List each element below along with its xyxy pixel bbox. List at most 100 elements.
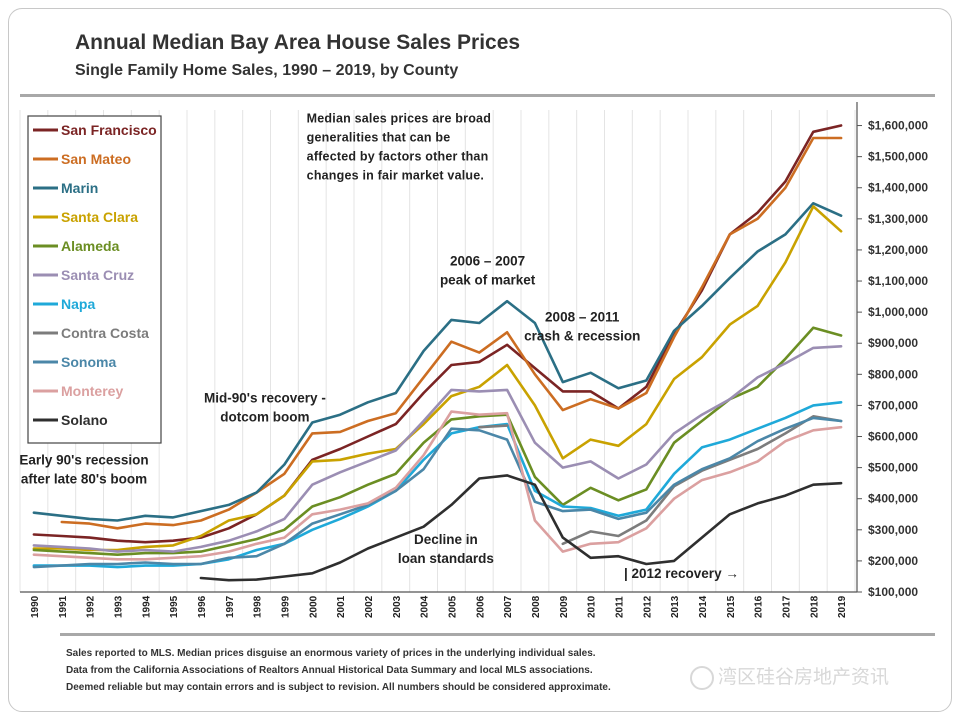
- x-tick-label: 2014: [698, 595, 709, 618]
- y-tick-labels: $100,000 $200,000 $300,000 $400,000 $500,000…: [868, 119, 928, 599]
- y-tick-label: $600,000: [868, 430, 918, 444]
- y-tick-label: $1,500,000: [868, 150, 928, 164]
- annotation-text: Median sales prices are broad: [307, 111, 491, 125]
- footnote-line: Data from the California Associations of…: [66, 665, 593, 676]
- x-tick-label: 2001: [336, 595, 347, 618]
- series-line: [32, 205, 843, 552]
- x-tick-label: 2018: [809, 595, 820, 618]
- y-tick-label: $1,000,000: [868, 305, 928, 319]
- x-tick-label: 2000: [308, 595, 319, 618]
- footnote-line: Deemed reliable but may contain errors a…: [66, 682, 611, 693]
- annotation-text: Early 90's recession: [19, 453, 148, 468]
- annotation-text: Decline in: [414, 532, 478, 547]
- x-tick-label: 2002: [364, 595, 375, 618]
- footnotes: Sales reported to MLS. Median prices dis…: [66, 645, 726, 696]
- legend-label: Santa Cruz: [61, 267, 134, 283]
- x-tick-label: 1996: [197, 595, 208, 618]
- x-tick-label: 1999: [280, 595, 291, 618]
- annotation-text: generalities that can be: [307, 130, 451, 144]
- y-tick-label: $700,000: [868, 398, 918, 412]
- legend-label: San Mateo: [61, 151, 131, 167]
- annotation-text: 2006 – 2007: [450, 253, 525, 268]
- x-tick-label: 2010: [587, 595, 598, 618]
- watermark: 湾区硅谷房地产资讯: [690, 662, 889, 690]
- annotation-text: | 2012 recovery →: [624, 566, 739, 581]
- series-line: [199, 474, 843, 582]
- legend-label: Santa Clara: [61, 209, 138, 225]
- series-line: [32, 416, 843, 569]
- x-tick-label: 2019: [837, 595, 848, 618]
- footnote-line: Sales reported to MLS. Median prices dis…: [66, 648, 596, 659]
- legend-label: Sonoma: [61, 354, 116, 370]
- y-tick-label: $800,000: [868, 367, 918, 381]
- x-tick-label: 1993: [113, 595, 124, 618]
- watermark-text: 湾区硅谷房地产资讯: [718, 667, 890, 688]
- y-tick-label: $1,200,000: [868, 243, 928, 257]
- y-tick-label: $1,600,000: [868, 119, 928, 133]
- legend-label: Monterey: [61, 383, 123, 399]
- top-divider: [20, 94, 935, 97]
- legend-label: Alameda: [61, 238, 120, 254]
- x-tick-label: 2003: [392, 595, 403, 618]
- annotation-text: changes in fair market value.: [307, 168, 484, 182]
- annotation-text: 2008 – 2011: [545, 309, 620, 324]
- x-tick-label: 2006: [475, 595, 486, 618]
- legend-label: San Francisco: [61, 122, 157, 138]
- legend: San Francisco San Mateo Marin Santa Clara Al…: [27, 115, 162, 444]
- series-line: [32, 345, 843, 553]
- series-line: [32, 202, 843, 522]
- x-tick-label: 1994: [141, 595, 152, 618]
- series-line: [478, 415, 843, 546]
- y-tick-label: $900,000: [868, 336, 918, 350]
- x-tick-label: 2013: [670, 595, 681, 618]
- bottom-divider: [60, 633, 935, 636]
- y-tick-label: $100,000: [868, 585, 918, 599]
- x-tick-label: 1990: [30, 595, 41, 618]
- x-tick-label: 2017: [781, 595, 792, 618]
- x-tick-label: 1991: [58, 595, 69, 618]
- annotation-text: Mid-90's recovery -: [204, 390, 326, 405]
- x-tick-label: 2015: [726, 595, 737, 618]
- annotation-text: dotcom boom: [220, 409, 309, 424]
- x-tick-label: 1992: [86, 595, 97, 618]
- y-tick-label: $500,000: [868, 461, 918, 475]
- legend-label: Contra Costa: [61, 325, 149, 341]
- x-tick-label: 1995: [169, 595, 180, 618]
- y-tick-label: $300,000: [868, 523, 918, 537]
- chart-title: Annual Median Bay Area House Sales Price…: [75, 31, 521, 54]
- y-tick-label: $1,300,000: [868, 212, 928, 226]
- legend-box: [27, 115, 162, 444]
- chart-subtitle: Single Family Home Sales, 1990 – 2019, b…: [75, 62, 459, 79]
- x-tick-label: 2007: [503, 595, 514, 618]
- x-tick-label: 2016: [754, 595, 765, 618]
- x-tick-label: 2011: [614, 596, 625, 618]
- y-tick-label: $1,100,000: [868, 274, 928, 288]
- annotation-text: affected by factors other than: [307, 149, 489, 163]
- series-lines: [32, 124, 843, 582]
- y-tick-label: $400,000: [868, 492, 918, 506]
- annotation-text: crash & recession: [524, 328, 640, 343]
- axes: [20, 102, 862, 593]
- wechat-icon: [690, 665, 714, 690]
- x-tick-label: 1997: [225, 595, 236, 618]
- x-tick-labels: 1990 1991 1992 1993 1994 1995 1996 1997 1998 1999…: [30, 595, 848, 618]
- x-tick-label: 1998: [253, 595, 264, 618]
- x-tick-label: 2004: [420, 595, 431, 618]
- annotation-text: loan standards: [398, 551, 494, 566]
- x-tick-label: 2012: [642, 595, 653, 618]
- x-tick-label: 2009: [559, 595, 570, 618]
- legend-label: Marin: [61, 180, 98, 196]
- legend-label: Solano: [61, 412, 108, 428]
- x-tick-label: 2005: [447, 595, 458, 618]
- x-tick-label: 2008: [531, 595, 542, 618]
- legend-label: Napa: [61, 296, 95, 312]
- y-tick-label: $1,400,000: [868, 181, 928, 195]
- series-line: [32, 410, 843, 561]
- annotations: Median sales prices are broad generalitie…: [19, 111, 738, 581]
- annotation-text: peak of market: [440, 272, 536, 287]
- series-line: [32, 401, 843, 569]
- series-line: [60, 136, 843, 530]
- annotation-text: after late 80's boom: [21, 472, 147, 487]
- y-tick-label: $200,000: [868, 554, 918, 568]
